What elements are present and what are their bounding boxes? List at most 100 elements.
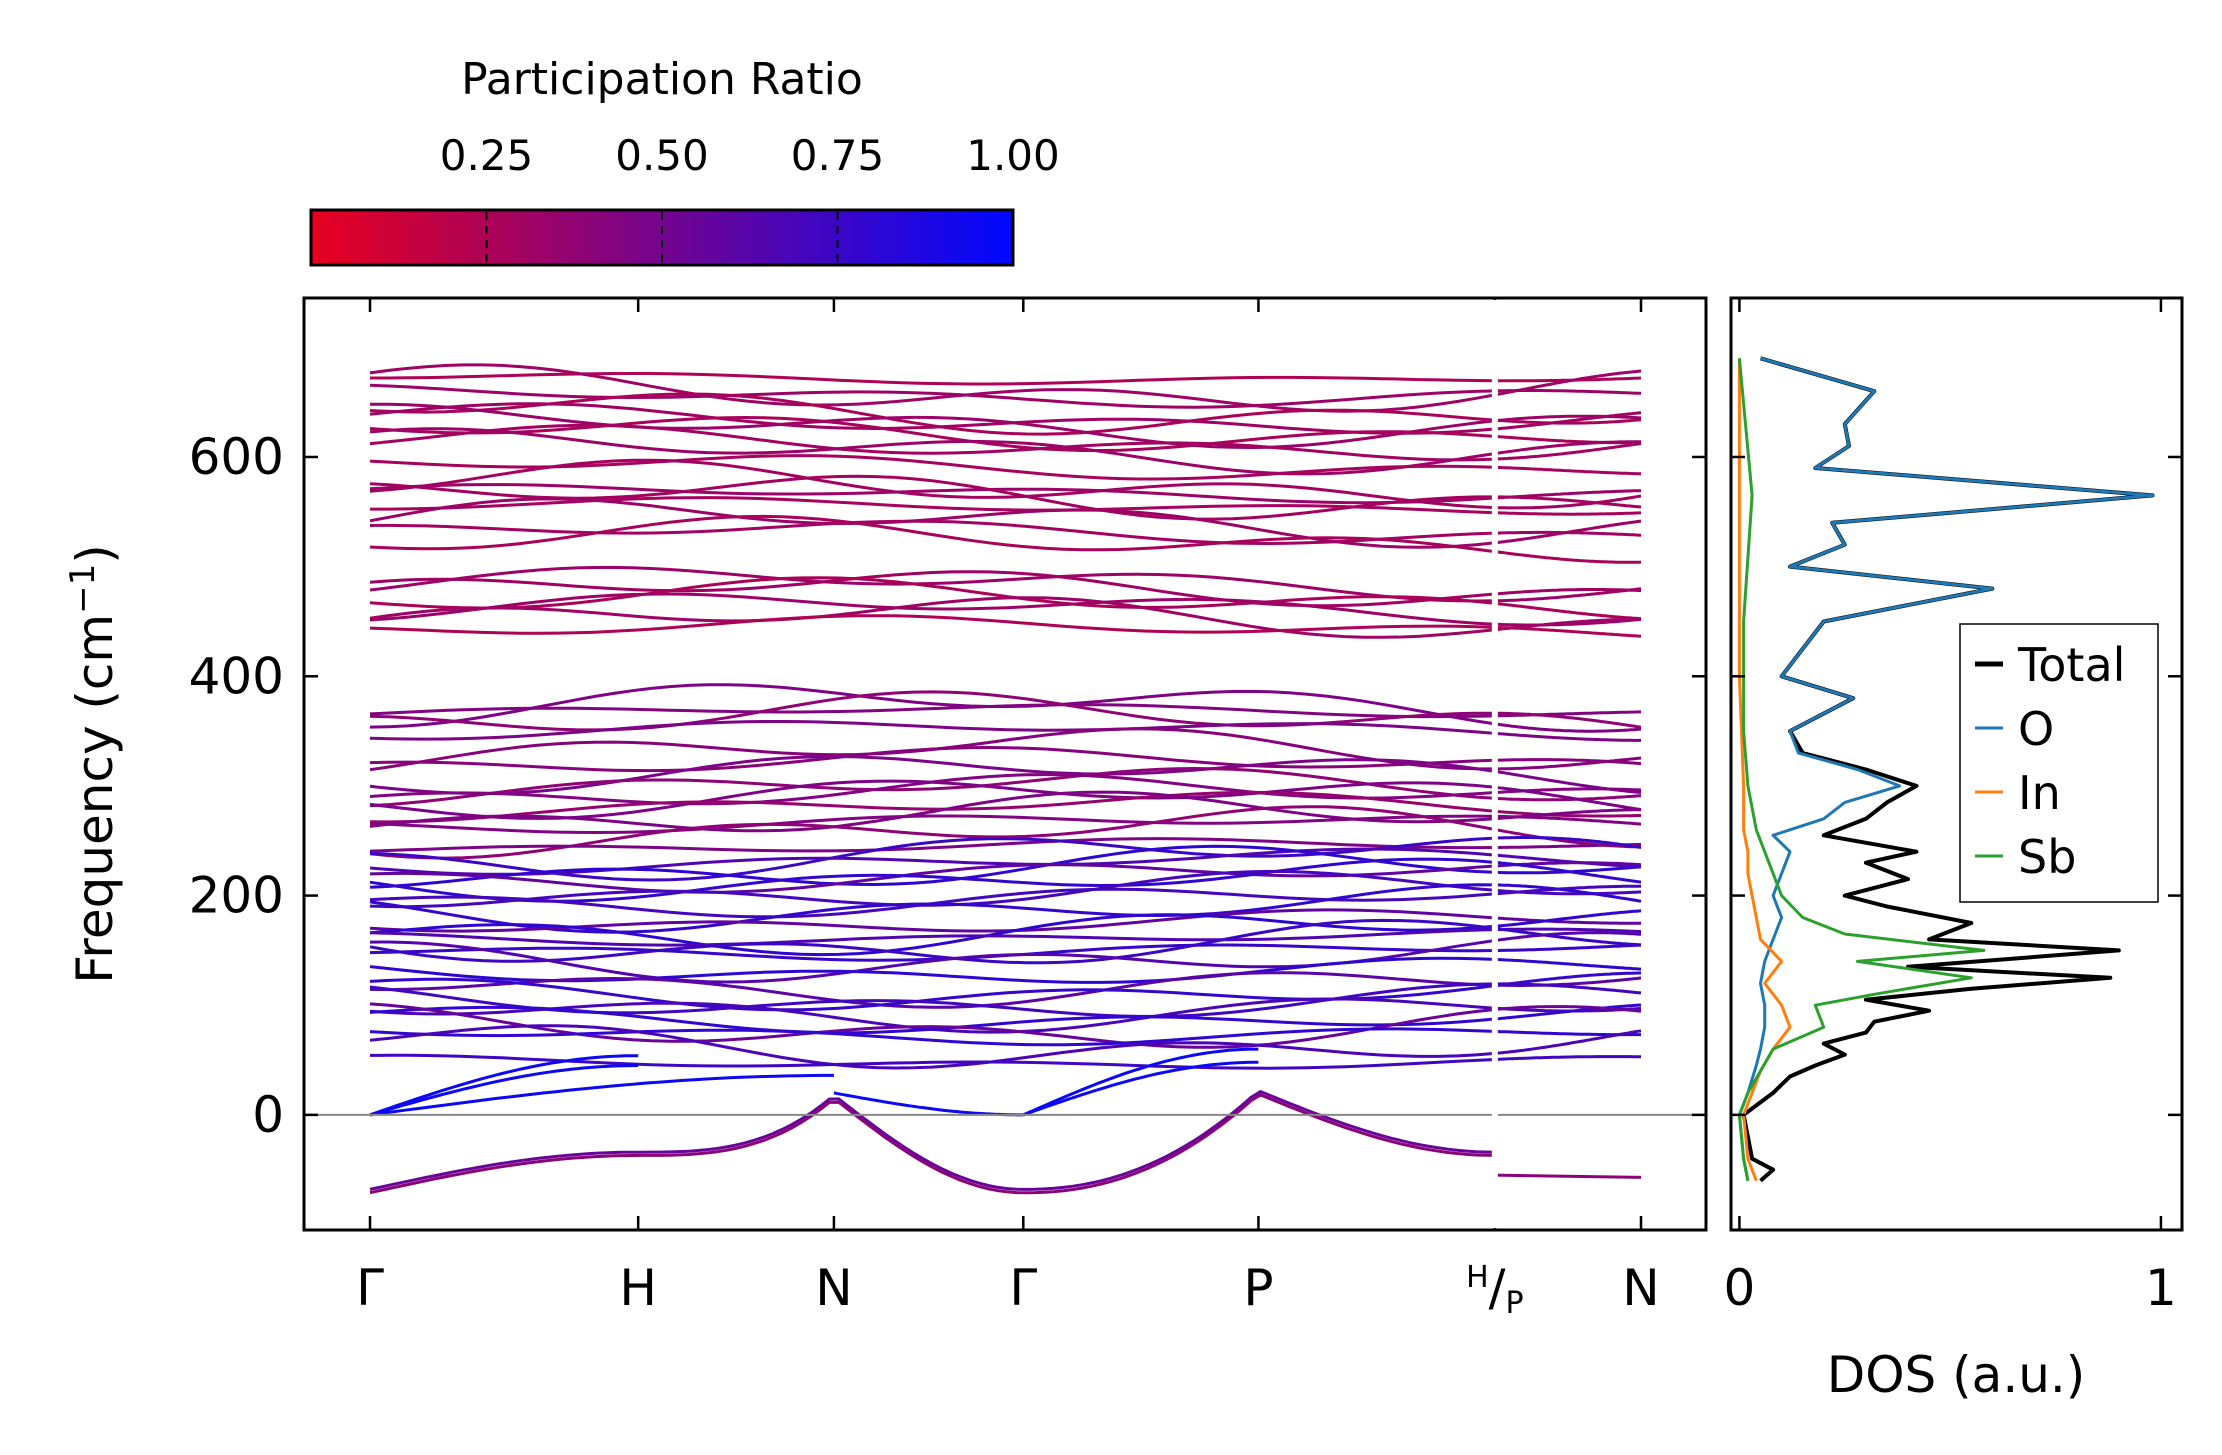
band-line [369,614,1495,635]
band-line [369,427,1496,476]
legend-label: Total [2017,638,2125,692]
band-line [369,928,1495,947]
band-line [1494,1005,1642,1013]
legend-label: O [2018,702,2054,756]
band-line [1494,794,1642,802]
band-line [369,514,1495,554]
kpoint-label: H/P [1466,1259,1524,1321]
y-axis-label-superscript: −1 [63,564,103,614]
kpoint-label: N [1622,1259,1659,1317]
band-line [1494,884,1641,896]
colorbar-ticks [485,212,1014,263]
band-line [1494,814,1642,826]
band-line [369,766,1495,808]
band-line [369,1024,1495,1070]
colorbar-title: Participation Ratio [461,54,863,105]
band-line [1494,731,1641,742]
band-line [369,863,1495,894]
band-line [1494,1003,1642,1021]
band-line [369,943,1495,962]
band-line [1494,418,1642,425]
band-y-ticks: 0 200 400 600 [189,428,1706,1144]
y-axis-label-text: Frequency (cm [66,614,124,984]
band-line [1494,916,1641,925]
band-line [370,496,1495,515]
acoustic-band [369,1064,639,1117]
band-line [1494,587,1642,603]
band-line [369,847,1495,876]
band-line [369,1002,1495,1049]
phonon-bands [369,363,1642,1195]
imaginary-band [369,1093,1495,1195]
band-line [1494,883,1642,903]
band-line [1494,511,1641,516]
band-axes-frame [302,296,1708,1232]
y-tick-label: 400 [189,647,284,705]
y-tick-label: 0 [252,1086,284,1144]
band-line [1494,926,1642,947]
band-line [1494,495,1642,509]
band-line [1494,389,1641,395]
imaginary-band [1494,1173,1642,1179]
band-line [1494,809,1642,818]
band-line [369,754,1496,796]
band-line [369,483,1495,505]
dos-curves [1737,356,2155,1183]
band-line [1494,530,1642,537]
dos-line-in [1737,358,1792,1182]
colorbar-tick-label: 0.75 [791,131,885,180]
colorbar-tick-label: 0.25 [440,131,534,180]
y-tick-label: 200 [189,867,284,925]
band-line [369,458,1495,510]
band-line [1494,909,1642,928]
band-line [1494,1055,1641,1061]
band-line [1494,625,1642,638]
band-line [1494,414,1642,423]
dos-x-tick-label: 1 [2145,1259,2177,1317]
band-line [369,596,1495,639]
band-line [1494,1029,1642,1055]
band-line [1494,711,1642,729]
dos-line-sb [1737,358,1986,1181]
band-line [1494,982,1642,995]
band-line [369,576,1495,610]
band-line [369,703,1495,719]
acoustic-band [1022,1060,1259,1117]
band-line [369,1005,1495,1035]
band-line [369,908,1495,933]
dos-axes-frame [1729,296,2184,1232]
band-line [1494,550,1642,564]
dos-x-tick-label: 0 [1724,1259,1756,1317]
dos-line-o [1737,356,2154,1181]
band-line [369,565,1495,603]
colorbar: Participation Ratio 0.25 0.50 0.75 1.00 [309,54,1060,267]
kpoint-label: N [815,1259,852,1317]
kpoint-label: Γ [1009,1259,1037,1317]
band-line [1494,931,1642,942]
colorbar-tick-labels: 0.25 0.50 0.75 1.00 [440,131,1060,180]
colorbar-tick-label: 1.00 [966,131,1060,180]
y-tick-label: 600 [189,428,284,486]
band-line [369,918,1495,965]
band-line [1494,758,1642,766]
band-line [369,790,1495,824]
band-line [369,971,1495,1009]
kpoint-label-part: / [1489,1259,1506,1317]
y-axis-label-close: ) [66,544,124,564]
acoustic-band [369,1054,639,1117]
band-line [369,805,1496,860]
band-line [370,372,1495,386]
band-line [1494,943,1642,952]
legend-items: Total O In Sb [1975,638,2125,884]
acoustic-band [369,1073,834,1117]
imaginary-band [369,1089,1495,1191]
band-line [1494,442,1642,461]
band-line [369,402,1495,450]
band-line [369,814,1495,835]
dos-x-axis-label: DOS (a.u.) [1827,1346,2086,1404]
kpoint-label-part: P [1505,1286,1523,1321]
band-line [369,383,1495,409]
